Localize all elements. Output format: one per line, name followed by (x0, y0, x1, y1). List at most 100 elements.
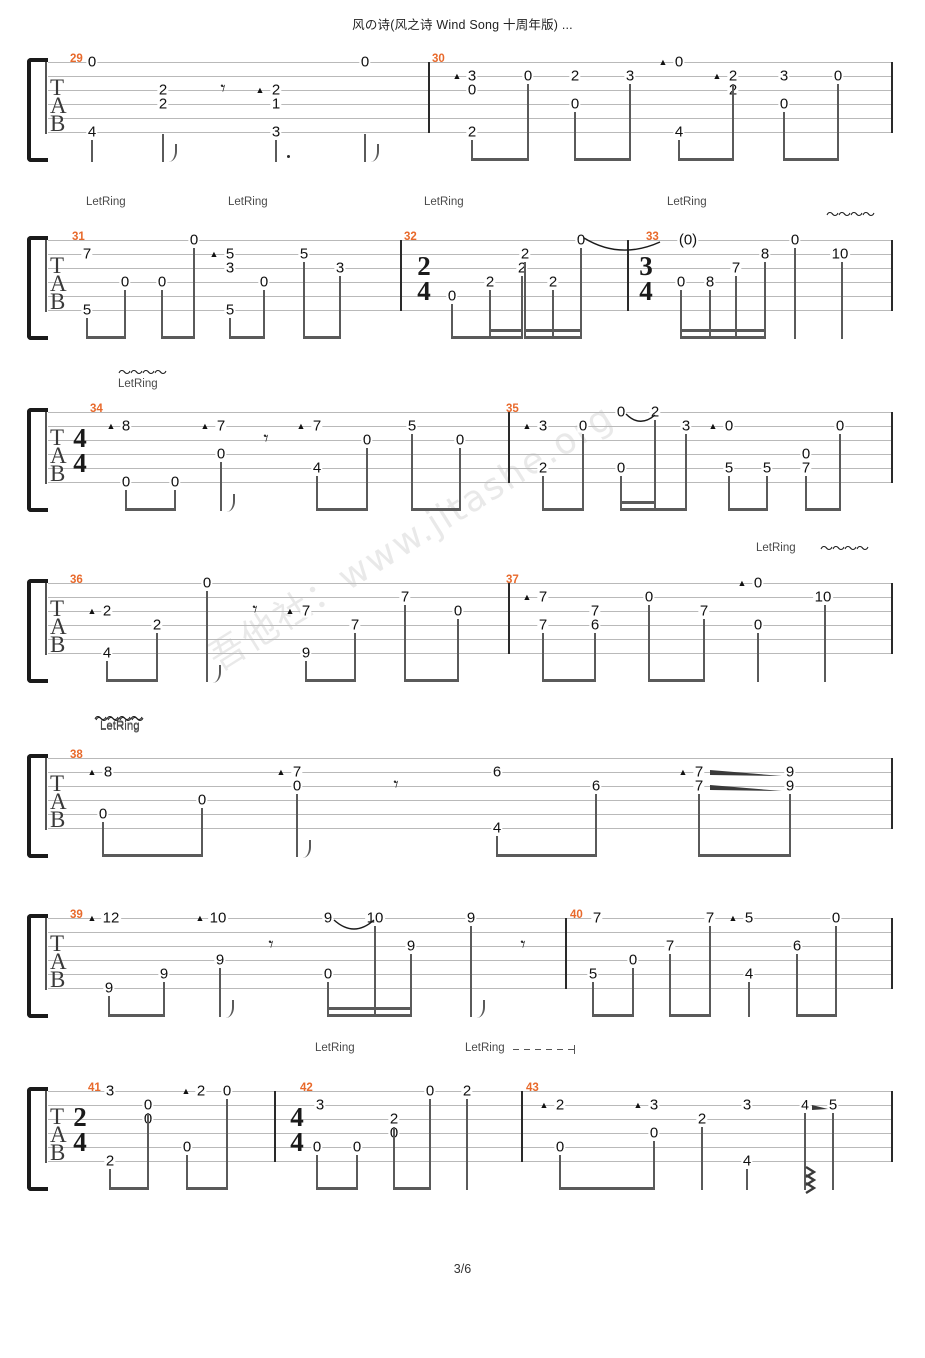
beam (524, 329, 582, 332)
fret-number: 0 (800, 445, 812, 463)
fret-number: 8 (120, 417, 132, 435)
page-number: 3/6 (453, 1262, 472, 1276)
note-stem (186, 1155, 188, 1190)
fret-number: 0 (778, 95, 790, 113)
note-stem (527, 84, 529, 161)
barline (274, 1091, 276, 1162)
note-stem (466, 1099, 468, 1190)
tab-clef-b: B (50, 289, 66, 314)
fret-number: 7 (698, 602, 710, 620)
fret-number: 3 (334, 259, 346, 277)
fret-number: 4 (86, 123, 98, 141)
measure-number: 31 (72, 231, 85, 243)
pick-up-marker: ▲ (522, 592, 532, 602)
eighth-rest: 𝄾 (220, 76, 226, 100)
note-stem (580, 248, 582, 339)
note-stem (429, 1099, 431, 1190)
augmentation-dot (287, 155, 290, 158)
note-stem (542, 633, 544, 682)
note-stem (459, 448, 461, 511)
pick-up-marker: ▲ (285, 606, 295, 616)
beam (542, 508, 584, 512)
tab-clef-t: T (50, 596, 65, 621)
note-stem (147, 1113, 149, 1190)
let-ring-annotation: LetRing (315, 1042, 355, 1054)
time-sig-bottom: 4 (639, 276, 653, 306)
note-flag (163, 144, 177, 162)
fret-number: 0 (258, 273, 270, 291)
note-stem (106, 661, 108, 682)
fret-number: 0 (789, 231, 801, 249)
note-stem (193, 248, 195, 339)
fret-number: 0 (454, 431, 466, 449)
fret-number: 5 (224, 245, 236, 263)
note-stem (748, 982, 750, 1017)
barline (508, 412, 510, 483)
beam (574, 158, 631, 162)
note-stem (219, 968, 221, 1017)
note-stem (669, 954, 671, 1017)
beam (680, 329, 766, 332)
note-stem (354, 633, 356, 682)
note-stem (471, 140, 473, 161)
barline (891, 240, 894, 311)
system-start-bar (45, 412, 47, 484)
note-stem (653, 1141, 655, 1190)
fret-number: 9 (214, 951, 226, 969)
note-flag (221, 494, 235, 512)
time-sig-top: 3 (639, 251, 653, 281)
beam (783, 158, 839, 162)
fret-number: 10 (208, 909, 228, 927)
note-stem (86, 318, 88, 339)
note-stem (594, 633, 596, 682)
note-stem (789, 794, 791, 857)
note-stem (174, 490, 176, 511)
tab-clef-t: T (50, 931, 65, 956)
beam (620, 501, 656, 504)
fret-number: 0 (361, 431, 373, 449)
tab-staff (48, 583, 893, 655)
beam (669, 1014, 711, 1018)
fret-number: 2 (101, 602, 113, 620)
note-stem (410, 954, 412, 1017)
fret-number: 0 (446, 287, 458, 305)
beam (229, 336, 265, 340)
fret-number: 2 (537, 459, 549, 477)
note-stem (489, 290, 491, 339)
note-flag (220, 1000, 234, 1018)
note-stem (316, 476, 318, 511)
note-stem (728, 476, 730, 511)
note-stem (709, 290, 711, 339)
pick-up-marker: ▲ (87, 606, 97, 616)
fret-number: 2 (157, 95, 169, 113)
note-stem (698, 794, 700, 857)
fret-number: 7 (537, 616, 549, 634)
beam (796, 1014, 837, 1018)
note-stem (496, 836, 498, 857)
fret-number: 9 (322, 909, 334, 927)
fret-number: 3 (624, 67, 636, 85)
pick-up-marker: ▲ (87, 767, 97, 777)
tab-clef-a: A (50, 93, 67, 118)
measure-number: 29 (70, 53, 83, 65)
note-stem (783, 112, 785, 161)
note-stem (109, 1169, 111, 1190)
tab-clef: T A B (50, 426, 76, 485)
fret-number: 0 (673, 53, 685, 71)
note-stem (457, 619, 459, 682)
fret-number: 9 (300, 644, 312, 662)
fret-number: 3 (741, 1096, 753, 1114)
tab-clef-a: A (50, 271, 67, 296)
fret-number: 8 (704, 273, 716, 291)
beam (303, 336, 341, 340)
fret-number: 0 (723, 417, 735, 435)
fret-number: 2 (484, 273, 496, 291)
fret-number: 0 (201, 574, 213, 592)
tied-note: (0) (677, 231, 699, 249)
note-stem (226, 1099, 228, 1190)
note-stem (451, 304, 453, 339)
barline (891, 583, 894, 654)
beam (471, 158, 529, 162)
fret-number: 3 (680, 417, 692, 435)
let-ring-annotation: LetRing (100, 721, 140, 733)
